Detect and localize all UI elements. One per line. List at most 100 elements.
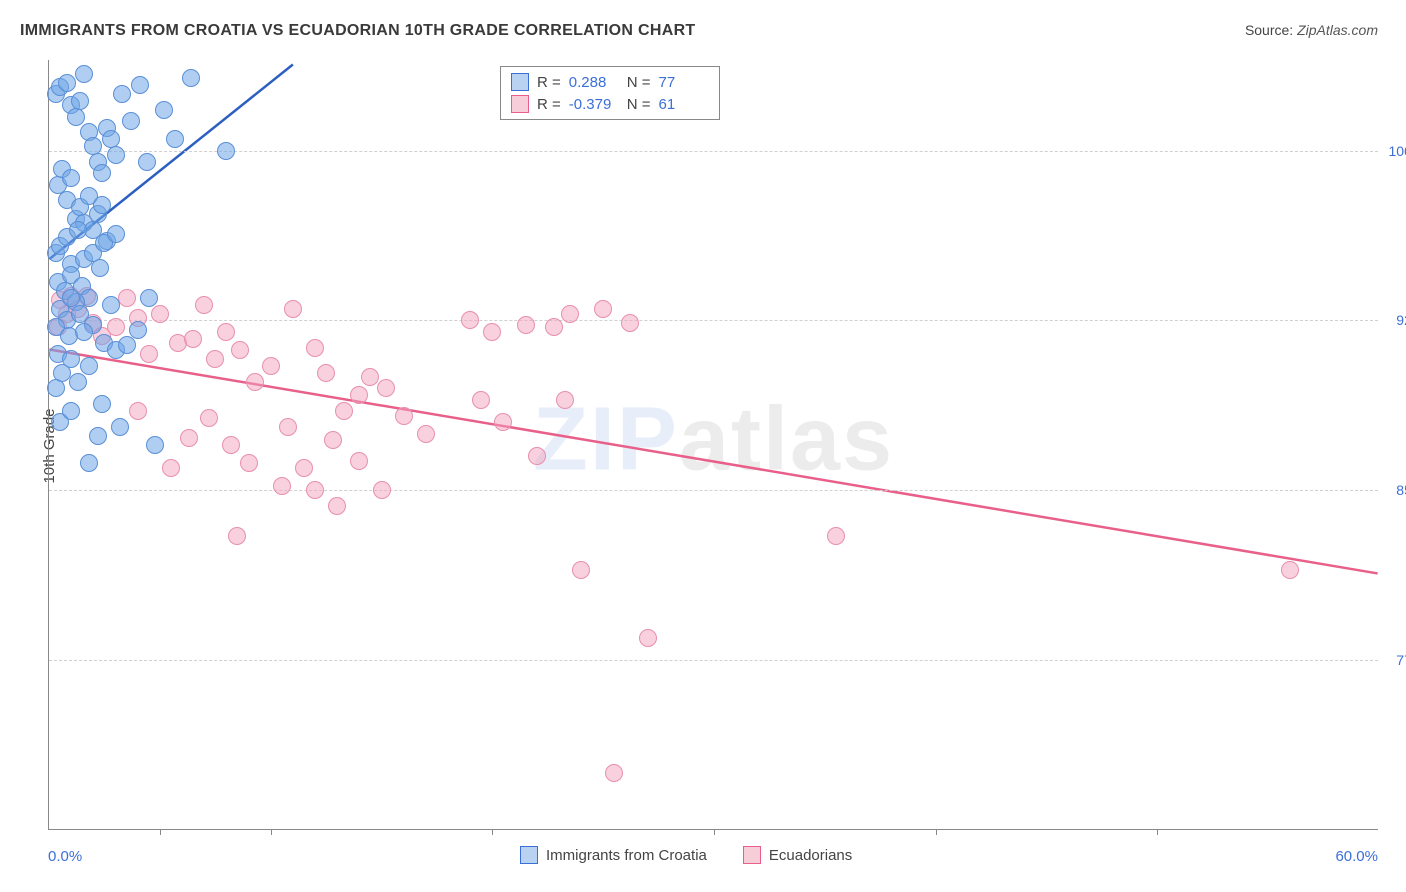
ecuadorians-point xyxy=(228,527,246,545)
ecuadorians-point xyxy=(395,407,413,425)
n-value: 61 xyxy=(659,96,709,113)
croatia-point xyxy=(67,108,85,126)
x-tick xyxy=(492,829,493,835)
croatia-point xyxy=(62,289,80,307)
chart-title: IMMIGRANTS FROM CROATIA VS ECUADORIAN 10… xyxy=(20,22,696,40)
x-tick xyxy=(1157,829,1158,835)
ecuadorians-point xyxy=(240,454,258,472)
n-label: N = xyxy=(627,96,651,113)
ecuadorians-point xyxy=(246,373,264,391)
n-label: N = xyxy=(627,74,651,91)
ecuadorians-point xyxy=(195,296,213,314)
ecuadorians-point xyxy=(373,481,391,499)
croatia-point xyxy=(122,112,140,130)
gridline xyxy=(49,490,1378,491)
ecuadorians-point xyxy=(118,289,136,307)
gridline xyxy=(49,151,1378,152)
ecuadorians-point xyxy=(361,368,379,386)
legend-stats-row: R = 0.288 N = 77 xyxy=(511,71,709,93)
ecuadorians-point xyxy=(572,561,590,579)
croatia-point xyxy=(111,418,129,436)
ecuadorians-point xyxy=(472,391,490,409)
legend-swatch xyxy=(743,846,761,864)
y-tick-label: 85.0% xyxy=(1382,482,1406,498)
croatia-point xyxy=(47,379,65,397)
y-tick-label: 100.0% xyxy=(1382,143,1406,159)
n-value: 77 xyxy=(659,74,709,91)
ecuadorians-point xyxy=(140,345,158,363)
legend-series-item: Ecuadorians xyxy=(743,846,852,864)
legend-swatch xyxy=(511,95,529,113)
croatia-point xyxy=(107,225,125,243)
ecuadorians-point xyxy=(621,314,639,332)
croatia-point xyxy=(93,395,111,413)
x-tick xyxy=(271,829,272,835)
croatia-point xyxy=(89,427,107,445)
plot-area: ZIPatlas 77.5%85.0%92.5%100.0% xyxy=(48,60,1378,830)
x-tick xyxy=(714,829,715,835)
r-label: R = xyxy=(537,74,561,91)
plot-svg xyxy=(49,60,1378,829)
ecuadorians-point xyxy=(417,425,435,443)
gridline xyxy=(49,320,1378,321)
croatia-point xyxy=(75,323,93,341)
ecuadorians-point xyxy=(262,357,280,375)
ecuadorians-point xyxy=(605,764,623,782)
legend-swatch xyxy=(511,73,529,91)
ecuadorians-point xyxy=(827,527,845,545)
legend-stats-row: R =-0.379N =61 xyxy=(511,93,709,115)
croatia-point xyxy=(93,196,111,214)
legend-series-item: Immigrants from Croatia xyxy=(520,846,707,864)
croatia-point xyxy=(166,130,184,148)
croatia-point xyxy=(129,321,147,339)
x-tick xyxy=(160,829,161,835)
ecuadorians-point xyxy=(295,459,313,477)
ecuadorians-point xyxy=(561,305,579,323)
croatia-point xyxy=(107,146,125,164)
ecuadorians-point xyxy=(306,481,324,499)
ecuadorians-point xyxy=(517,316,535,334)
legend-series: Immigrants from Croatia Ecuadorians xyxy=(520,846,852,864)
ecuadorians-point xyxy=(162,459,180,477)
ecuadorians-point xyxy=(350,452,368,470)
ecuadorians-point xyxy=(306,339,324,357)
x-tick xyxy=(936,829,937,835)
croatia-point xyxy=(58,74,76,92)
ecuadorians-point xyxy=(273,477,291,495)
ecuadorians-point xyxy=(206,350,224,368)
croatia-point xyxy=(118,336,136,354)
ecuadorians-point xyxy=(200,409,218,427)
ecuadorians-point xyxy=(335,402,353,420)
legend-series-label: Ecuadorians xyxy=(769,847,852,864)
ecuadorians-point xyxy=(217,323,235,341)
x-axis-max-label: 60.0% xyxy=(1335,848,1378,865)
ecuadorians-point xyxy=(483,323,501,341)
source-label: Source: xyxy=(1245,22,1293,38)
ecuadorians-point xyxy=(1281,561,1299,579)
chart-container: IMMIGRANTS FROM CROATIA VS ECUADORIAN 10… xyxy=(0,0,1406,892)
legend-swatch xyxy=(520,846,538,864)
ecuadorians-point xyxy=(545,318,563,336)
ecuadorians-point xyxy=(151,305,169,323)
croatia-point xyxy=(62,169,80,187)
r-value: 0.288 xyxy=(569,74,619,91)
croatia-point xyxy=(71,92,89,110)
croatia-point xyxy=(155,101,173,119)
croatia-point xyxy=(140,289,158,307)
legend-stats: R = 0.288 N = 77R = -0.379 N = 61 xyxy=(500,66,720,120)
r-value: -0.379 xyxy=(569,96,619,113)
croatia-point xyxy=(80,454,98,472)
y-tick-label: 92.5% xyxy=(1382,312,1406,328)
watermark-main: ZIP xyxy=(533,389,679,489)
croatia-point xyxy=(62,402,80,420)
ecuadorians-point xyxy=(180,429,198,447)
gridline xyxy=(49,660,1378,661)
ecuadorians-point xyxy=(324,431,342,449)
legend-series-label: Immigrants from Croatia xyxy=(546,847,707,864)
ecuadorians-point xyxy=(328,497,346,515)
ecuadorians-point xyxy=(231,341,249,359)
croatia-point xyxy=(80,357,98,375)
croatia-point xyxy=(69,373,87,391)
croatia-point xyxy=(138,153,156,171)
croatia-point xyxy=(113,85,131,103)
